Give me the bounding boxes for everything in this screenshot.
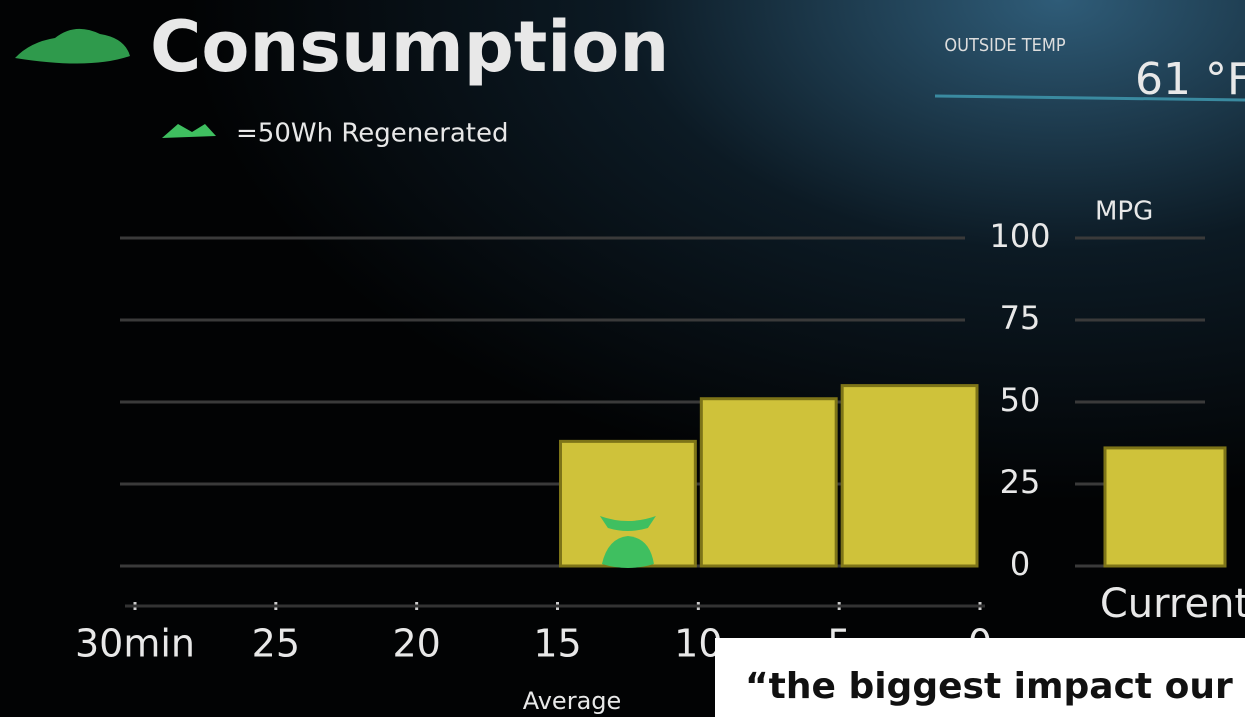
bar bbox=[840, 384, 979, 568]
regen-icon bbox=[599, 516, 656, 531]
legend-text: =50Wh Regenerated bbox=[236, 119, 509, 149]
current-bar bbox=[1103, 446, 1227, 568]
y-tick-label: 100 bbox=[989, 217, 1050, 255]
outside-temp: 61 °F bbox=[1135, 54, 1245, 105]
regen-icon bbox=[162, 124, 216, 138]
y-tick-label: 75 bbox=[1000, 299, 1041, 337]
x-tick-label: 30min bbox=[75, 622, 195, 666]
bar bbox=[699, 397, 838, 568]
caption: “the biggest impact our bbox=[745, 666, 1233, 707]
x-tick-label: 10 bbox=[674, 622, 722, 666]
plot: 025507510030min2520151050Current bbox=[75, 217, 1245, 666]
outside-temp-label: OUTSIDE TEMP bbox=[944, 36, 1066, 56]
current-label: Current bbox=[1100, 581, 1245, 627]
y-label: MPG bbox=[1095, 197, 1153, 227]
temp-underline bbox=[934, 94, 1245, 102]
y-tick-label: 25 bbox=[1000, 463, 1041, 501]
x-label: Average bbox=[523, 687, 622, 715]
y-tick-label: 0 bbox=[1010, 545, 1030, 583]
regen-icon bbox=[601, 536, 654, 568]
car-icon bbox=[15, 28, 130, 64]
x-tick-label: 15 bbox=[533, 622, 581, 666]
caption-box bbox=[715, 638, 1245, 717]
x-tick-label: 20 bbox=[392, 622, 440, 666]
y-tick-label: 50 bbox=[1000, 381, 1041, 419]
x-tick-label: 25 bbox=[252, 622, 300, 666]
title: Consumption bbox=[150, 6, 669, 88]
temp-label-box: OUTSIDE TEMP bbox=[944, 36, 1066, 56]
